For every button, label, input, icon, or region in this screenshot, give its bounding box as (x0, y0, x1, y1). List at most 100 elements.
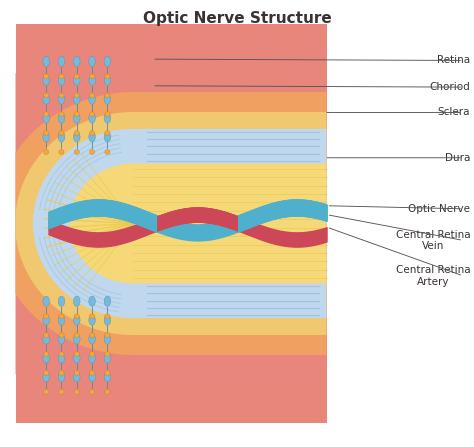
Ellipse shape (104, 132, 111, 142)
Ellipse shape (90, 389, 95, 394)
Ellipse shape (59, 389, 64, 394)
Ellipse shape (74, 112, 79, 117)
Ellipse shape (59, 352, 64, 357)
Ellipse shape (44, 150, 49, 154)
Ellipse shape (104, 315, 111, 325)
Ellipse shape (59, 371, 64, 375)
Ellipse shape (89, 334, 95, 344)
Ellipse shape (90, 333, 95, 337)
Text: Dura: Dura (445, 153, 470, 163)
Text: Retina: Retina (437, 55, 470, 65)
Ellipse shape (58, 296, 65, 306)
Polygon shape (16, 24, 327, 423)
Ellipse shape (43, 113, 49, 123)
Ellipse shape (59, 150, 64, 154)
Ellipse shape (105, 389, 110, 394)
Ellipse shape (59, 131, 64, 135)
Ellipse shape (73, 353, 80, 363)
Ellipse shape (59, 314, 64, 319)
Ellipse shape (90, 150, 95, 154)
Ellipse shape (73, 371, 80, 382)
Ellipse shape (74, 74, 79, 79)
Polygon shape (16, 37, 327, 410)
Ellipse shape (104, 56, 111, 67)
Ellipse shape (44, 333, 49, 337)
Text: Central Retina
Artery: Central Retina Artery (396, 265, 470, 287)
Polygon shape (16, 112, 327, 335)
Text: Optic Nerve Structure: Optic Nerve Structure (143, 11, 331, 26)
Ellipse shape (59, 112, 64, 117)
Ellipse shape (90, 314, 95, 319)
Ellipse shape (43, 132, 49, 142)
Ellipse shape (58, 371, 65, 382)
Ellipse shape (89, 75, 95, 85)
Ellipse shape (59, 74, 64, 79)
Ellipse shape (90, 112, 95, 117)
Ellipse shape (43, 296, 49, 306)
Ellipse shape (58, 353, 65, 363)
Ellipse shape (44, 112, 49, 117)
Ellipse shape (105, 74, 110, 79)
Ellipse shape (44, 93, 49, 98)
Ellipse shape (89, 56, 95, 67)
Polygon shape (33, 129, 327, 318)
Ellipse shape (89, 296, 95, 306)
Ellipse shape (73, 94, 80, 104)
Ellipse shape (104, 113, 111, 123)
Polygon shape (70, 164, 327, 283)
Ellipse shape (73, 113, 80, 123)
Ellipse shape (44, 352, 49, 357)
Ellipse shape (58, 75, 65, 85)
Text: Optic Nerve: Optic Nerve (408, 204, 470, 214)
Polygon shape (16, 92, 327, 355)
Ellipse shape (105, 333, 110, 337)
Ellipse shape (73, 334, 80, 344)
Ellipse shape (43, 56, 49, 67)
Ellipse shape (104, 94, 111, 104)
Ellipse shape (104, 296, 111, 306)
Ellipse shape (74, 93, 79, 98)
Ellipse shape (89, 113, 95, 123)
Ellipse shape (59, 93, 64, 98)
Ellipse shape (44, 389, 49, 394)
Ellipse shape (90, 131, 95, 135)
Ellipse shape (74, 150, 79, 154)
Ellipse shape (89, 315, 95, 325)
Ellipse shape (90, 93, 95, 98)
Ellipse shape (73, 75, 80, 85)
Ellipse shape (89, 94, 95, 104)
Ellipse shape (105, 314, 110, 319)
Ellipse shape (74, 371, 79, 375)
Ellipse shape (44, 131, 49, 135)
Ellipse shape (43, 315, 49, 325)
Ellipse shape (58, 56, 65, 67)
Ellipse shape (74, 314, 79, 319)
Ellipse shape (43, 371, 49, 382)
Ellipse shape (58, 334, 65, 344)
Ellipse shape (74, 131, 79, 135)
Ellipse shape (105, 371, 110, 375)
Ellipse shape (105, 131, 110, 135)
Ellipse shape (73, 56, 80, 67)
Ellipse shape (90, 371, 95, 375)
Ellipse shape (74, 389, 79, 394)
Ellipse shape (58, 315, 65, 325)
Ellipse shape (105, 112, 110, 117)
Ellipse shape (104, 334, 111, 344)
Ellipse shape (74, 352, 79, 357)
Ellipse shape (90, 352, 95, 357)
Text: Choriod: Choriod (429, 82, 470, 92)
Ellipse shape (73, 315, 80, 325)
Ellipse shape (89, 371, 95, 382)
Text: Central Retina
Vein: Central Retina Vein (396, 230, 470, 251)
Ellipse shape (58, 132, 65, 142)
Text: Sclera: Sclera (438, 107, 470, 118)
Ellipse shape (58, 113, 65, 123)
Ellipse shape (105, 352, 110, 357)
Ellipse shape (73, 296, 80, 306)
Ellipse shape (43, 353, 49, 363)
Ellipse shape (73, 132, 80, 142)
Ellipse shape (105, 93, 110, 98)
Ellipse shape (104, 353, 111, 363)
Ellipse shape (89, 132, 95, 142)
